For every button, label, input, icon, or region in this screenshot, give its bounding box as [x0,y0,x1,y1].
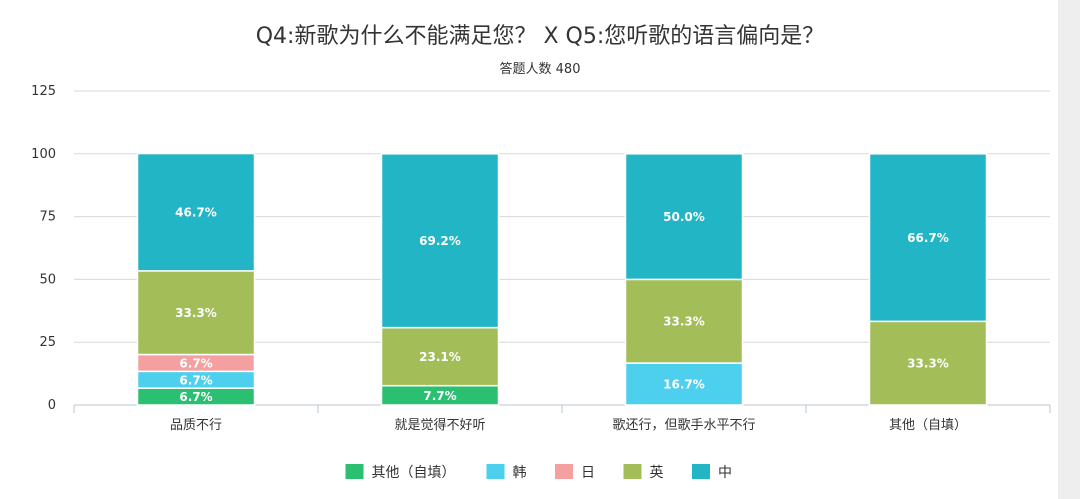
legend-label[interactable]: 英 [650,464,664,481]
data-label: 69.2% [419,234,461,248]
bar-segment[interactable] [868,320,988,406]
y-tick-label: 125 [31,84,56,99]
bar-segment[interactable] [380,153,500,329]
bar-segment[interactable] [136,270,256,356]
y-tick-label: 75 [39,210,56,225]
bar-segment[interactable] [624,278,744,364]
y-tick-label: 25 [39,335,56,350]
data-label: 6.7% [179,373,212,387]
legend-swatch[interactable] [486,464,505,479]
legend-swatch[interactable] [345,464,364,479]
bar-segment[interactable] [868,153,988,323]
legend-label[interactable]: 其他（自填） [372,465,456,481]
bar-segment[interactable] [624,153,744,281]
data-label: 66.7% [907,231,949,245]
legend-label[interactable]: 韩 [513,465,527,481]
data-label: 6.7% [179,390,212,404]
data-label: 23.1% [419,350,461,364]
legend-label[interactable]: 日 [581,465,595,481]
scrollbar-track [1058,0,1080,499]
x-tick-label: 其他（自填） [889,418,967,433]
y-tick-label: 0 [48,398,56,413]
data-label: 50.0% [663,210,705,224]
chart-title: Q4:新歌为什么不能满足您？ X Q5:您听歌的语言偏向是？ [255,24,825,49]
data-label: 7.7% [423,389,456,403]
legend-label[interactable]: 中 [718,465,732,481]
legend-swatch[interactable] [623,464,642,479]
legend-swatch[interactable] [555,464,573,479]
x-tick-label: 就是觉得不好听 [394,417,485,433]
legend-swatch[interactable] [692,464,710,479]
y-tick-label: 50 [39,272,56,287]
x-tick-label: 品质不行 [170,418,222,433]
data-label: 33.3% [175,306,217,320]
bar-segment[interactable] [380,326,500,387]
data-label: 46.7% [175,206,217,220]
x-tick-label: 歌还行，但歌手水平不行 [612,418,755,433]
data-label: 16.7% [663,378,705,392]
bar-segment[interactable] [136,152,256,272]
data-label: 33.3% [907,357,949,371]
chart-subtitle: 答题人数 480 [499,62,581,77]
y-tick-label: 100 [31,147,56,162]
data-label: 6.7% [179,356,212,370]
data-label: 33.3% [663,315,705,329]
